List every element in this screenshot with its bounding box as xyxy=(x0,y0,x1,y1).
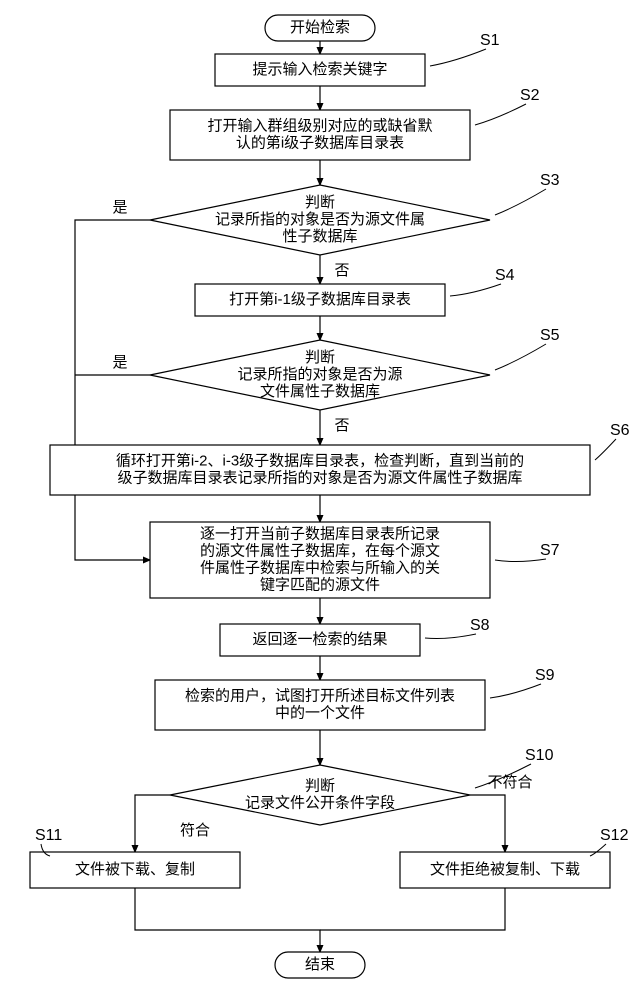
step-label-S5: S5 xyxy=(540,327,560,344)
step-label-S9: S9 xyxy=(535,667,555,684)
svg-text:性子数据库: 性子数据库 xyxy=(282,228,357,245)
svg-text:打开第i-1级子数据库目录表: 打开第i-1级子数据库目录表 xyxy=(229,290,411,308)
edge-label: 否 xyxy=(334,262,349,279)
step-leader xyxy=(425,634,476,639)
svg-text:记录所指的对象是否为源文件属: 记录所指的对象是否为源文件属 xyxy=(215,211,425,228)
svg-text:级子数据库目录表记录所指的对象是否为源文件属性子数据库: 级子数据库目录表记录所指的对象是否为源文件属性子数据库 xyxy=(117,469,522,486)
edge-label: 是 xyxy=(112,199,127,216)
step-label-S4: S4 xyxy=(495,267,515,284)
step-label-S7: S7 xyxy=(540,542,560,559)
edge xyxy=(135,795,170,852)
svg-text:打开输入群组级别对应的或缺省默: 打开输入群组级别对应的或缺省默 xyxy=(207,116,432,134)
svg-text:提示输入检索关键字: 提示输入检索关键字 xyxy=(252,61,387,78)
step-label-S6: S6 xyxy=(610,422,630,439)
svg-text:的源文件属性子数据库，在每个源文: 的源文件属性子数据库，在每个源文 xyxy=(200,542,440,559)
step-leader xyxy=(495,189,546,215)
edge xyxy=(470,795,505,852)
step-leader xyxy=(490,684,541,698)
svg-text:记录文件公开条件字段: 记录文件公开条件字段 xyxy=(245,794,395,811)
edge-label: 不符合 xyxy=(487,774,532,791)
edge-label: 否 xyxy=(334,417,349,434)
step-label-S11: S11 xyxy=(35,827,62,844)
svg-text:文件拒绝被复制、下载: 文件拒绝被复制、下载 xyxy=(430,860,580,878)
step-leader xyxy=(495,344,546,370)
step-leader xyxy=(475,104,526,125)
svg-text:判断: 判断 xyxy=(305,777,335,794)
step-label-S8: S8 xyxy=(470,617,490,634)
edge xyxy=(75,220,150,560)
svg-text:认的第i级子数据库目录表: 认的第i级子数据库目录表 xyxy=(236,133,404,151)
svg-text:循环打开第i-2、i-3级子数据库目录表，检查判断，直到当前: 循环打开第i-2、i-3级子数据库目录表，检查判断，直到当前的 xyxy=(116,451,524,469)
step-label-S12: S12 xyxy=(600,827,629,844)
svg-text:件属性子数据库中检索与所输入的关: 件属性子数据库中检索与所输入的关 xyxy=(200,559,440,576)
step-leader xyxy=(430,49,486,66)
svg-text:开始检索: 开始检索 xyxy=(290,19,350,36)
svg-text:文件被下载、复制: 文件被下载、复制 xyxy=(75,860,195,878)
edge-label: 是 xyxy=(112,354,127,371)
edge xyxy=(320,888,505,930)
step-label-S3: S3 xyxy=(540,172,560,189)
svg-text:中的一个文件: 中的一个文件 xyxy=(275,704,365,721)
svg-text:逐一打开当前子数据库目录表所记录: 逐一打开当前子数据库目录表所记录 xyxy=(200,525,440,542)
svg-text:文件属性子数据库: 文件属性子数据库 xyxy=(260,383,380,400)
svg-text:判断: 判断 xyxy=(305,194,335,211)
step-label-S1: S1 xyxy=(480,32,500,49)
svg-text:返回逐一检索的结果: 返回逐一检索的结果 xyxy=(252,631,387,648)
svg-text:键字匹配的源文件: 键字匹配的源文件 xyxy=(260,576,380,593)
edge-label: 符合 xyxy=(180,822,210,839)
step-label-S10: S10 xyxy=(525,747,554,764)
svg-text:记录所指的对象是否为源: 记录所指的对象是否为源 xyxy=(237,366,402,383)
step-leader xyxy=(495,559,546,562)
svg-text:结束: 结束 xyxy=(305,956,335,973)
step-leader xyxy=(450,284,501,296)
step-label-S2: S2 xyxy=(520,87,540,104)
svg-text:检索的用户，试图打开所述目标文件列表: 检索的用户，试图打开所述目标文件列表 xyxy=(185,687,455,704)
step-leader xyxy=(595,439,616,460)
svg-text:判断: 判断 xyxy=(305,349,335,366)
edge xyxy=(135,888,320,952)
